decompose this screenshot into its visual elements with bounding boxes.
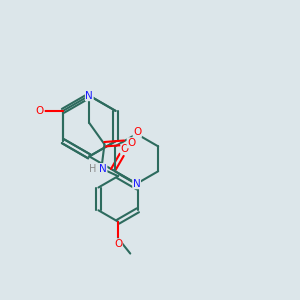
- Text: O: O: [114, 239, 122, 249]
- Text: N: N: [133, 179, 140, 189]
- Text: O: O: [133, 127, 141, 137]
- Text: O: O: [36, 106, 44, 116]
- Text: N: N: [99, 164, 107, 173]
- Text: O: O: [121, 144, 129, 154]
- Text: H: H: [89, 164, 96, 173]
- Text: O: O: [127, 138, 135, 148]
- Text: N: N: [85, 91, 93, 101]
